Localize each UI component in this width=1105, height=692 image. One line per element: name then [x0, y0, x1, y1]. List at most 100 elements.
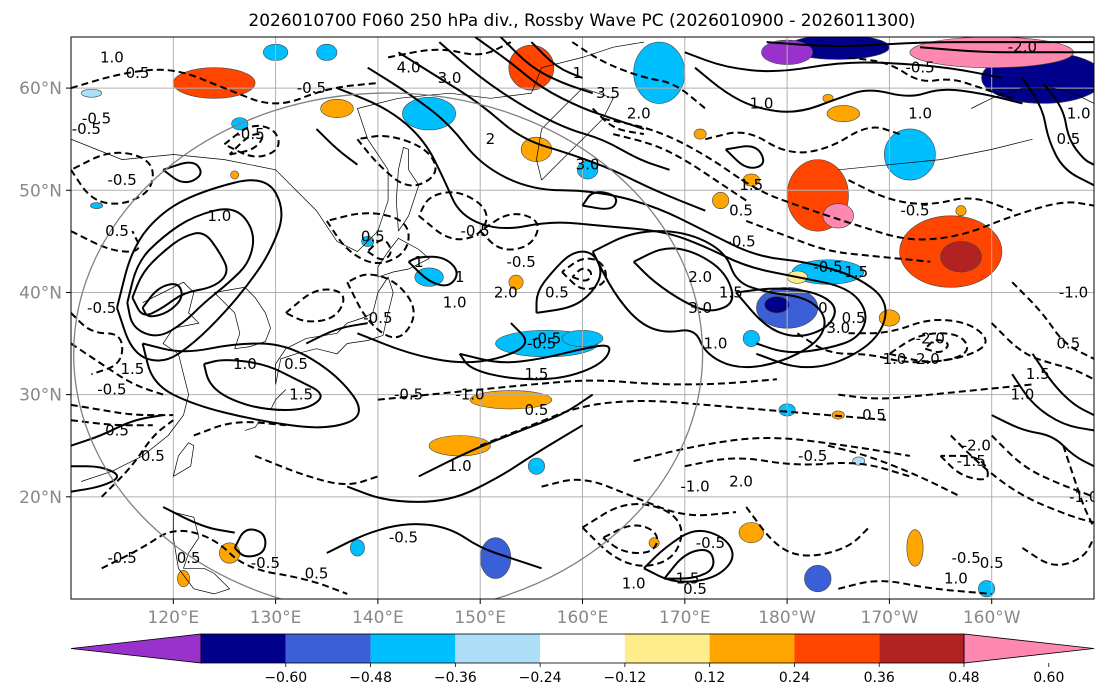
colorbar-bin	[201, 634, 286, 663]
positive-contour	[131, 232, 228, 316]
contour-label: -2.0	[1008, 38, 1037, 56]
negative-contour	[71, 419, 153, 427]
positive-contour	[694, 66, 1023, 113]
coastline-layer	[71, 41, 1094, 595]
positive-contour	[203, 359, 322, 411]
negative-contour	[950, 434, 1094, 524]
divergence-patch	[906, 529, 924, 567]
contour-label: -0.5	[460, 222, 489, 240]
great-circle	[73, 92, 704, 599]
negative-contour	[633, 437, 911, 463]
contour-label: -1.0	[455, 386, 484, 404]
contour-label: 0.5	[842, 309, 866, 327]
divergence-patch	[479, 537, 512, 579]
negative-contour	[541, 478, 737, 517]
positive-contour	[499, 37, 594, 95]
colorbar-bin	[794, 634, 880, 663]
contour-label: -0.5	[235, 125, 264, 143]
positive-contour	[438, 41, 670, 171]
great-circle-layer	[73, 92, 704, 599]
negative-contour	[346, 273, 415, 339]
positive-contour	[735, 287, 836, 337]
contour-label: -1.0	[1059, 283, 1088, 301]
contour-label: -0.5	[798, 447, 827, 465]
contour-label: -0.5	[905, 59, 934, 77]
contour-label: 3.0	[688, 299, 712, 317]
divergence-patch	[402, 96, 456, 131]
contour-label: -0.5	[82, 110, 111, 128]
negative-contour	[838, 383, 1033, 400]
negative-contour	[193, 421, 286, 437]
contour-label: 1.0	[1067, 105, 1091, 123]
contour-label: 0.5	[126, 64, 150, 82]
negative-contour	[377, 378, 777, 401]
contour-label: -0.5	[251, 554, 280, 572]
colorbar-tick-label: −0.24	[519, 670, 562, 686]
divergence-patch	[527, 457, 545, 475]
contour-label: -0.5	[87, 299, 116, 317]
contour-label: 0.5	[980, 554, 1004, 572]
negative-contour	[223, 124, 280, 158]
x-tick-label: 170°E	[659, 608, 711, 628]
positive-contour	[71, 465, 119, 493]
contour-label: -0.5	[108, 171, 137, 189]
positive-contour	[724, 145, 765, 169]
divergence-patch	[883, 128, 936, 181]
contour-label: -2.0	[962, 437, 991, 455]
positive-contour	[367, 66, 887, 369]
negative-contour	[591, 107, 645, 136]
contour-label: -0.5	[72, 120, 101, 138]
contour-label: 0.5	[105, 222, 129, 240]
negative-contour	[924, 339, 949, 354]
negative-contour	[366, 239, 392, 261]
contour-label: -0.5	[900, 202, 929, 220]
contour-label: -0.5	[506, 253, 535, 271]
contour-label: 0.5	[284, 355, 308, 373]
contour-label: 2.0	[494, 283, 518, 301]
contour-label: -1.0	[680, 478, 709, 496]
contour-label: -1.5	[957, 452, 986, 470]
contour-label: 1.0	[100, 48, 124, 66]
positive-contour	[530, 41, 583, 79]
contour-label: 1.0	[704, 335, 728, 353]
positive-contour	[766, 41, 1094, 47]
x-tick-label: 120°E	[147, 608, 199, 628]
colorbar-bin	[285, 634, 371, 663]
negative-contour	[571, 41, 706, 110]
negative-contour	[71, 342, 164, 396]
contour-label: -0.5	[527, 335, 556, 353]
divergence-patch	[177, 570, 190, 588]
contour-label: -1.5	[839, 263, 868, 281]
negative-contour	[602, 524, 659, 554]
y-tick-label: 50°N	[19, 181, 62, 201]
positive-contour	[141, 283, 183, 318]
contour-label: 1.0	[944, 570, 968, 588]
colorbar-bin	[709, 634, 795, 663]
colorbar-outline	[200, 633, 965, 664]
contour-label: 1	[455, 268, 465, 286]
x-tick-label: 180°W	[758, 608, 816, 628]
negative-contour	[479, 400, 890, 447]
contour-label: -0.5	[297, 79, 326, 97]
negative-contour	[705, 126, 900, 154]
contour-label: 1.5	[289, 386, 313, 404]
divergence-patch	[230, 170, 240, 180]
negative-contour	[745, 219, 931, 263]
divergence-patch	[508, 274, 524, 290]
contour-label: 0.5	[1056, 130, 1080, 148]
colorbar-tick-label: 0.48	[948, 670, 979, 686]
contour-label: 3.0	[576, 156, 600, 174]
colorbar-bin	[370, 634, 456, 663]
divergence-patch	[349, 539, 365, 557]
coastline	[81, 281, 200, 482]
negative-contour	[745, 506, 870, 557]
colorbar-bin	[879, 634, 964, 663]
contour-label: -2.0	[916, 329, 945, 347]
chart-title: 2026010700 F060 250 hPa div., Rossby Wav…	[248, 11, 915, 31]
divergence-patch	[80, 88, 102, 98]
coastline	[275, 276, 394, 385]
contour-label: 1.5	[719, 283, 743, 301]
negative-contour	[356, 134, 437, 187]
divergence-patch	[520, 136, 553, 162]
colorbar-tick-label: 0.12	[694, 670, 725, 686]
